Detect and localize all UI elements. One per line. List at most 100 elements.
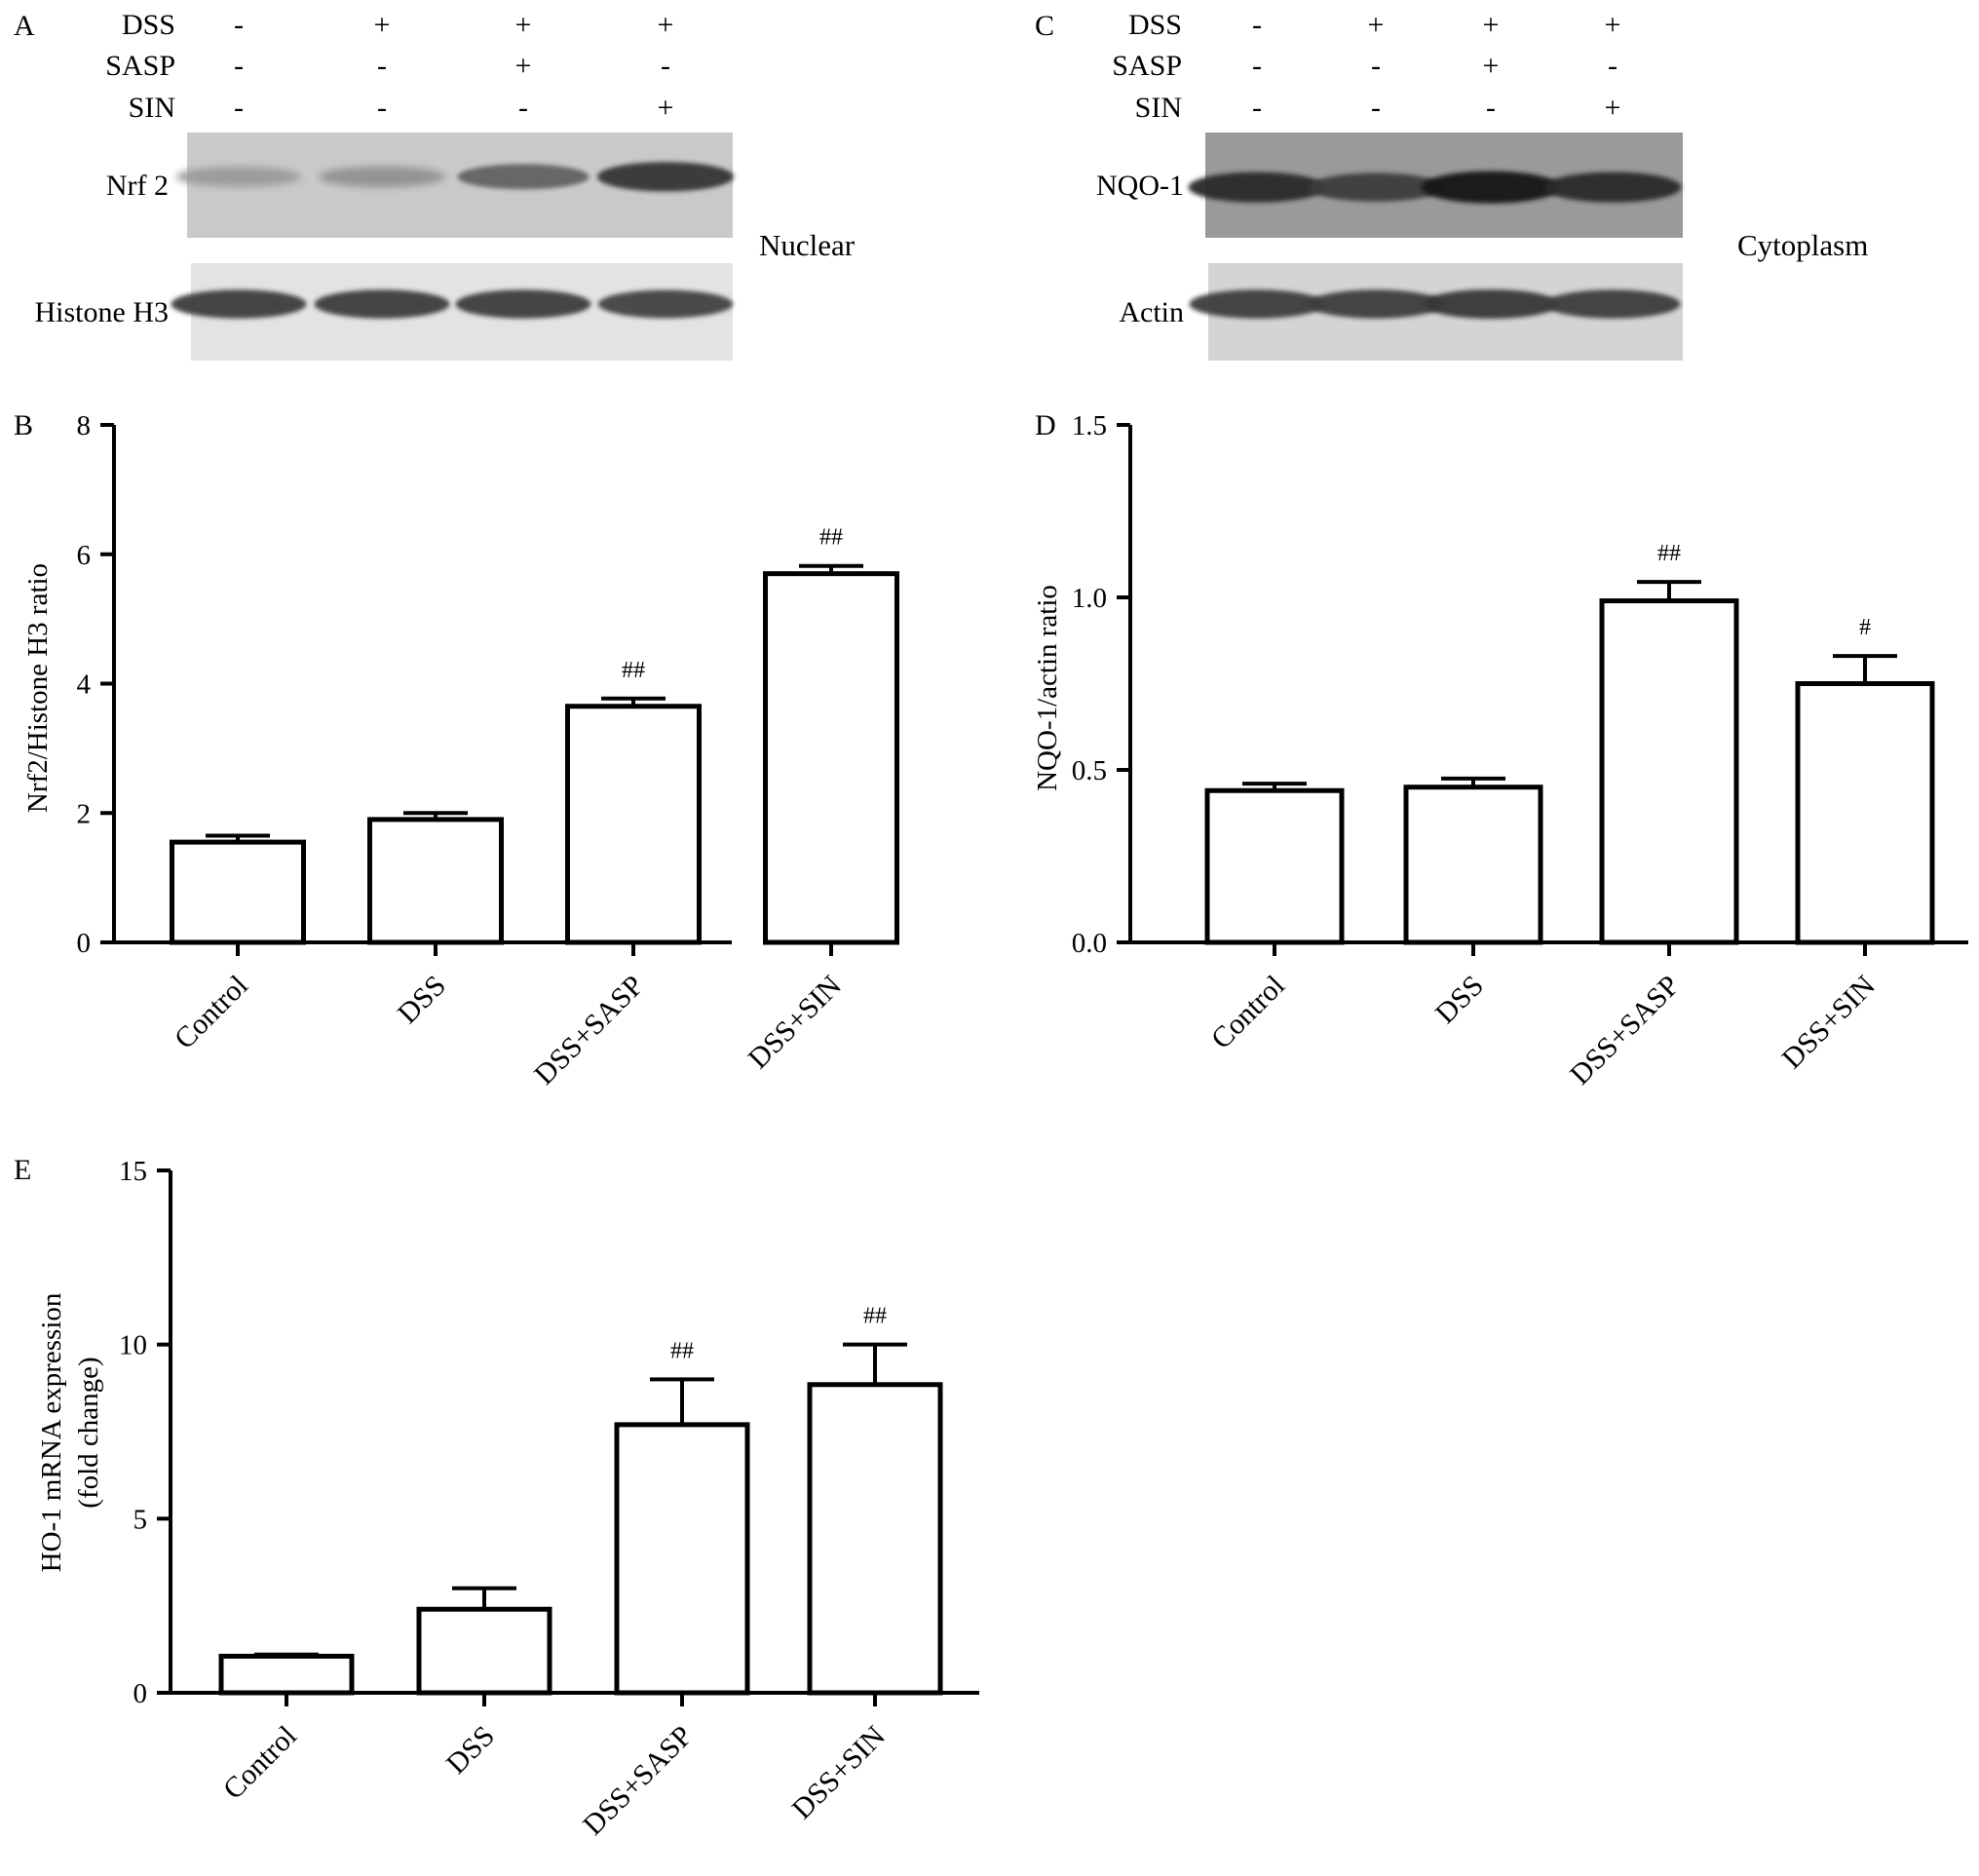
- fraction-label-cytoplasm: Cytoplasm: [1737, 228, 1868, 262]
- bar-d-control: [1204, 787, 1345, 945]
- band-actin-lane-1: [1189, 289, 1325, 319]
- treatment-rows-a: DSS - + + + SASP - - + - SIN - - - +: [105, 9, 673, 124]
- y-tick-label-e-3: 15: [119, 1156, 147, 1187]
- treatment-rows-c: DSS - + + + SASP - - + - SIN - - - +: [1112, 9, 1620, 124]
- y-axis-label-b: Nrf2/Histone H3 ratio: [22, 563, 54, 813]
- bar-b-control: [170, 839, 306, 945]
- y-tick-label-d-1: 0.5: [1072, 755, 1107, 786]
- y-axis-label-e-line1: HO-1 mRNA expression: [36, 1292, 67, 1572]
- treatment-sign-dss-4: +: [1605, 9, 1621, 41]
- x-tick-label-b-control: Control: [169, 970, 254, 1055]
- chart-panel-d: D NQO-1/actin ratio 0.0 0.5 1.0 1.5 Control D…: [1032, 409, 1968, 1091]
- y-tick-label-b-3: 6: [77, 540, 92, 571]
- treatment-sign-dss-1: -: [234, 9, 244, 41]
- treatment-label-sasp: SASP: [105, 50, 175, 82]
- treatment-sign-dss-3: +: [515, 9, 532, 41]
- blot-label-nqo-1: NQO-1: [1096, 170, 1184, 202]
- treatment-sign-sin-3: -: [518, 92, 528, 124]
- y-tick-label-b-1: 2: [77, 798, 92, 829]
- significance-mark-e-3: ##: [670, 1338, 694, 1363]
- bar-d-dss: [1403, 785, 1543, 945]
- treatment-sign-dss-4: +: [658, 9, 674, 41]
- band-actin-lane-4: [1544, 289, 1681, 319]
- treatment-sign-sin-4: +: [1605, 92, 1621, 124]
- y-tick-label-e-1: 5: [133, 1504, 148, 1535]
- treatment-sign-sin-1: -: [1252, 92, 1262, 124]
- band-histone-h3-lane-1: [171, 289, 307, 319]
- band-histone-h3-lane-3: [455, 289, 591, 319]
- x-tick-label-e-dss-sin: DSS+SIN: [786, 1720, 892, 1825]
- treatment-sign-sasp-3: +: [515, 50, 532, 82]
- x-tick-label-b-dss-sin: DSS+SIN: [742, 970, 848, 1075]
- treatment-sign-sin-3: -: [1486, 92, 1496, 124]
- bar-e-control: [218, 1653, 355, 1696]
- panel-letter-d: D: [1035, 409, 1056, 441]
- bar-d-dss-sasp: [1599, 598, 1739, 945]
- blot-bands-a: Nrf 2 Histone H3: [35, 133, 734, 361]
- chart-panel-b: B Nrf2/Histone H3 ratio 0 2 4 6 8 Control DSS D…: [14, 409, 899, 1091]
- treatment-sign-sin-4: +: [658, 92, 674, 124]
- band-nrf-2-lane-3: [457, 164, 590, 190]
- treatment-sign-dss-1: -: [1252, 9, 1262, 41]
- blot-label-histone-h3: Histone H3: [35, 296, 170, 328]
- treatment-sign-sin-2: -: [377, 92, 387, 124]
- band-actin-lane-2: [1308, 289, 1444, 319]
- blot-label-actin: Actin: [1119, 296, 1184, 328]
- band-actin-lane-3: [1423, 288, 1559, 320]
- treatment-sign-sasp-1: -: [1252, 50, 1262, 82]
- significance-mark-d-3: ##: [1657, 541, 1681, 566]
- treatment-label-sin: SIN: [1135, 92, 1182, 124]
- treatment-sign-dss-2: +: [1368, 9, 1385, 41]
- x-tick-label-d-control: Control: [1205, 970, 1291, 1055]
- treatment-sign-dss-2: +: [374, 9, 391, 41]
- treatment-sign-sin-1: -: [234, 92, 244, 124]
- band-nqo-1-lane-1: [1188, 172, 1326, 203]
- treatment-label-sin: SIN: [129, 92, 175, 124]
- band-nqo-1-lane-3: [1421, 171, 1561, 204]
- blot-panel-a: A DSS - + + + SASP - - + - SIN - - - + Nrf 2 Histone H3…: [14, 9, 856, 361]
- x-tick-label-e-dss: DSS: [440, 1720, 501, 1780]
- panel-letter-c: C: [1035, 10, 1054, 42]
- x-tick-label-d-dss-sin: DSS+SIN: [1776, 970, 1882, 1075]
- bar-e-dss-sin: [807, 1382, 943, 1696]
- band-histone-h3-lane-4: [597, 289, 734, 319]
- band-nqo-1-lane-2: [1308, 172, 1444, 202]
- x-tick-label-d-dss-sasp: DSS+SASP: [1564, 970, 1686, 1091]
- bar-b-dss-sasp: [565, 704, 702, 945]
- band-nrf-2-lane-4: [597, 162, 734, 192]
- significance-mark-b-3: ##: [622, 658, 645, 683]
- treatment-label-dss: DSS: [1128, 9, 1182, 41]
- treatment-sign-sasp-2: -: [1371, 50, 1381, 82]
- panel-letter-a: A: [14, 10, 35, 42]
- x-tick-label-d-dss: DSS: [1429, 970, 1490, 1030]
- y-tick-label-b-0: 0: [77, 928, 92, 959]
- y-tick-label-b-4: 8: [77, 410, 92, 441]
- band-nrf-2-lane-1: [175, 167, 302, 187]
- treatment-sign-dss-3: +: [1483, 9, 1500, 41]
- bar-b-dss-sin: [763, 571, 899, 945]
- treatment-label-dss: DSS: [122, 9, 175, 41]
- treatment-label-sasp: SASP: [1112, 50, 1182, 82]
- band-nqo-1-lane-4: [1543, 172, 1682, 203]
- bar-d-dss-sin: [1795, 681, 1935, 945]
- bar-e-dss: [416, 1606, 552, 1696]
- x-tick-label-b-dss: DSS: [392, 970, 452, 1030]
- x-tick-label-b-dss-sasp: DSS+SASP: [528, 970, 650, 1091]
- y-tick-label-d-2: 1.0: [1072, 583, 1107, 614]
- x-tick-label-e-dss-sasp: DSS+SASP: [577, 1720, 699, 1842]
- chart-panel-e: E HO-1 mRNA expression (fold change) 0 5 1…: [14, 1154, 979, 1842]
- panel-letter-e: E: [14, 1154, 31, 1186]
- significance-mark-e-4: ##: [863, 1304, 887, 1329]
- treatment-sign-sasp-4: -: [661, 50, 670, 82]
- y-axis-label-e-line2: (fold change): [73, 1357, 104, 1508]
- treatment-sign-sasp-1: -: [234, 50, 244, 82]
- y-tick-label-b-2: 4: [77, 670, 92, 701]
- x-tick-label-e-control: Control: [217, 1720, 303, 1806]
- bar-e-dss-sasp: [614, 1422, 750, 1696]
- fraction-label-nuclear: Nuclear: [759, 228, 856, 262]
- treatment-sign-sasp-2: -: [377, 50, 387, 82]
- y-tick-label-d-3: 1.5: [1072, 410, 1107, 441]
- blot-panel-c: C DSS - + + + SASP - - + - SIN - - - + NQO-1 Actin Cyto…: [1035, 9, 1868, 361]
- band-nrf-2-lane-2: [319, 166, 445, 188]
- significance-mark-b-4: ##: [819, 525, 843, 551]
